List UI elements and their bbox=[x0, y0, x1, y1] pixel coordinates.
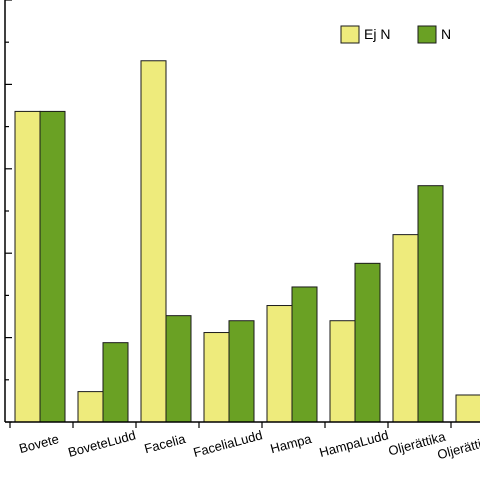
bar-ej-n-5 bbox=[329, 320, 356, 423]
bar-ej-n-7 bbox=[455, 394, 480, 423]
bars-layer bbox=[14, 60, 480, 423]
bar-n-3 bbox=[228, 320, 255, 423]
legend-swatch-ej-n bbox=[340, 25, 360, 44]
bar-ej-n-2 bbox=[140, 60, 167, 423]
legend-label-n: N bbox=[441, 26, 451, 42]
bar-ej-n-4 bbox=[266, 305, 293, 423]
x-tick-label-0: Bovete bbox=[17, 431, 60, 456]
x-tick-label-3: FaceliaLudd bbox=[192, 427, 264, 460]
legend-swatch-n bbox=[417, 25, 437, 44]
x-tick-label-5: HampaLudd bbox=[318, 427, 390, 460]
x-tick-label-4: Hampa bbox=[269, 431, 314, 457]
x-tick-label-2: Facelia bbox=[143, 431, 188, 457]
bar-n-5 bbox=[354, 262, 381, 423]
y-ticks bbox=[5, 0, 12, 423]
legend: Ej N N bbox=[340, 25, 451, 44]
bar-n-1 bbox=[102, 342, 129, 423]
x-tick-labels: Bovete BoveteLudd Facelia FaceliaLudd Hampa H… bbox=[17, 425, 480, 462]
bar-ej-n-3 bbox=[203, 332, 230, 423]
bar-n-0 bbox=[39, 110, 66, 423]
bar-ej-n-6 bbox=[392, 234, 419, 423]
bar-ej-n-0 bbox=[14, 110, 41, 423]
legend-label-ej-n: Ej N bbox=[364, 26, 390, 42]
bar-n-6 bbox=[417, 185, 444, 423]
bar-n-4 bbox=[291, 286, 318, 423]
bar-ej-n-1 bbox=[77, 391, 104, 423]
bar-n-2 bbox=[165, 315, 192, 423]
x-tick-label-1: BoveteLudd bbox=[66, 427, 137, 459]
x-ticks bbox=[9, 422, 452, 428]
